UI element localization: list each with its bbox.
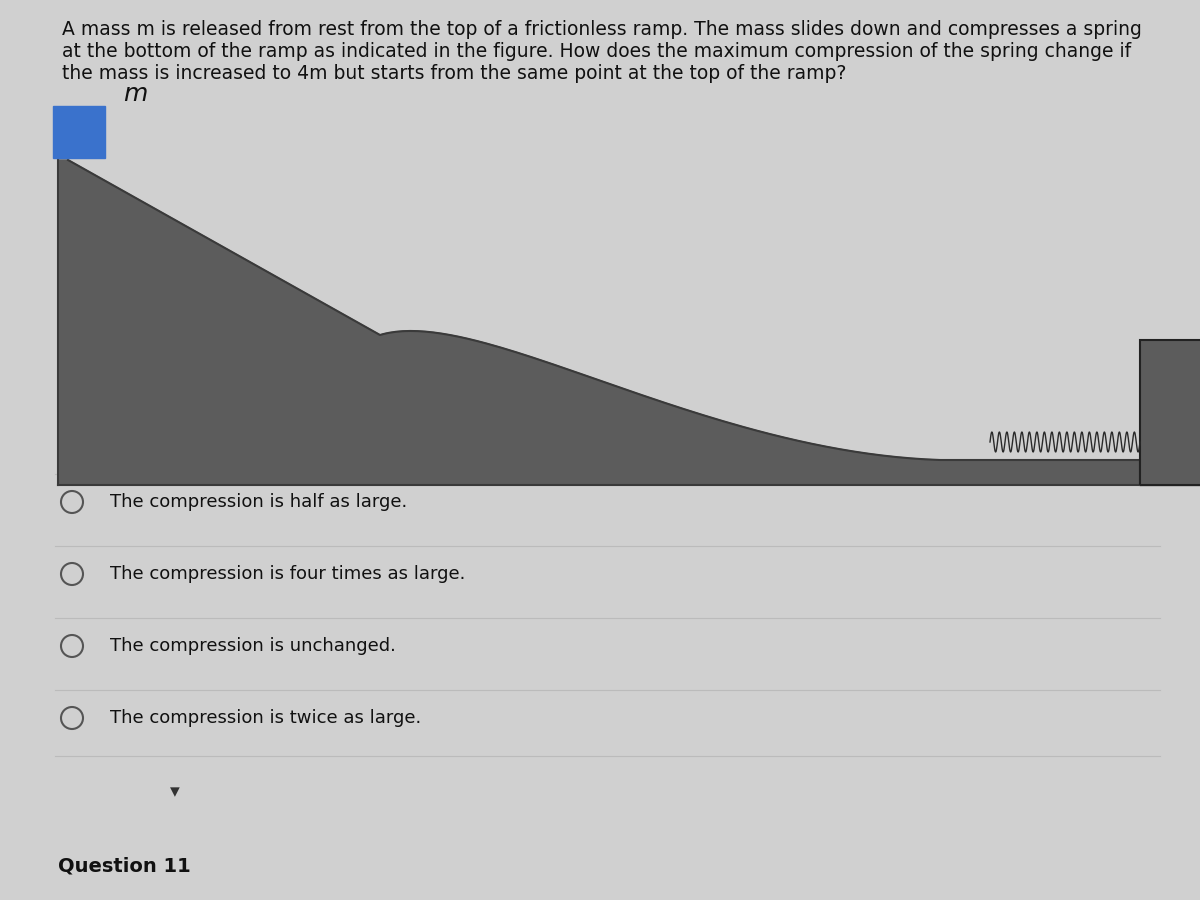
Text: at the bottom of the ramp as indicated in the figure. How does the maximum compr: at the bottom of the ramp as indicated i… <box>62 42 1132 61</box>
Text: Question 11: Question 11 <box>58 857 191 876</box>
Bar <box>53 106 106 158</box>
Text: m: m <box>124 82 148 106</box>
Polygon shape <box>58 160 1140 485</box>
Text: The compression is twice as large.: The compression is twice as large. <box>110 709 421 727</box>
Text: the mass is increased to 4m but starts from the same point at the top of the ram: the mass is increased to 4m but starts f… <box>62 64 846 83</box>
Text: The compression is unchanged.: The compression is unchanged. <box>110 637 396 655</box>
Text: The compression is half as large.: The compression is half as large. <box>110 493 407 511</box>
Bar <box>1140 340 1200 485</box>
Text: The compression is four times as large.: The compression is four times as large. <box>110 565 466 583</box>
Text: ▾: ▾ <box>170 782 180 802</box>
Text: A mass m is released from rest from the top of a frictionless ramp. The mass sli: A mass m is released from rest from the … <box>62 20 1142 39</box>
Bar <box>1140 340 1200 485</box>
